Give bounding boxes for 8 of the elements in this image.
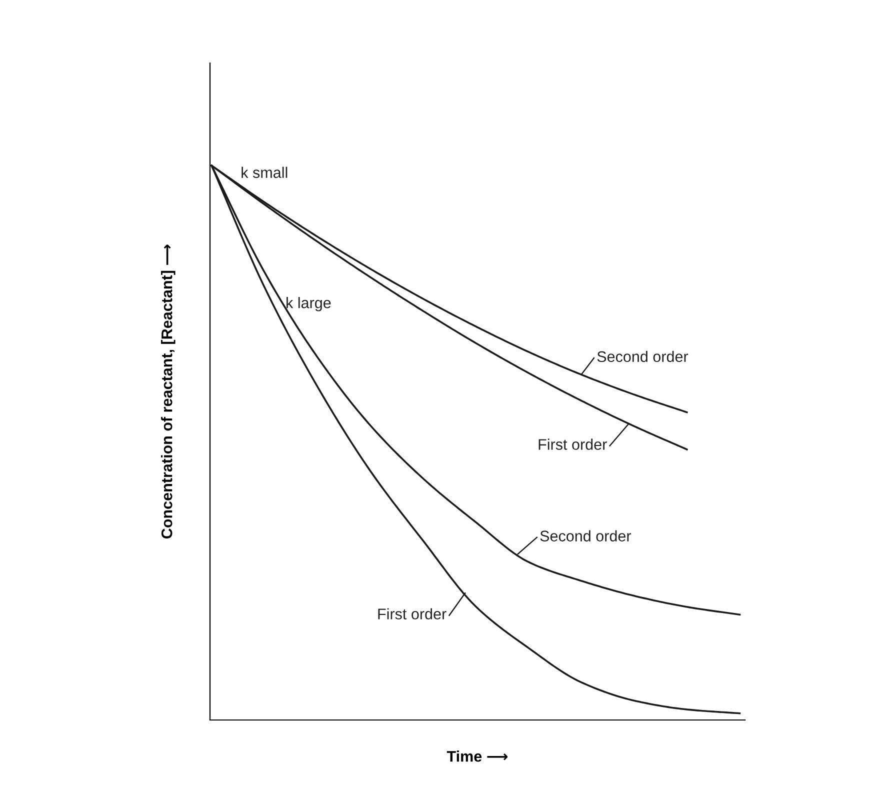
legend-label: Second order [597,350,688,362]
annotation: k large [286,297,331,312]
series-label: First order [378,608,446,620]
annotation: k small [242,166,288,178]
x-axis-title: Time ⟶ [446,750,508,762]
series-label: First order [538,438,607,450]
legend-label: Second order [540,530,632,542]
y-axis-title: Concentration of reactant, [Reactant] ⟶ [161,244,176,538]
